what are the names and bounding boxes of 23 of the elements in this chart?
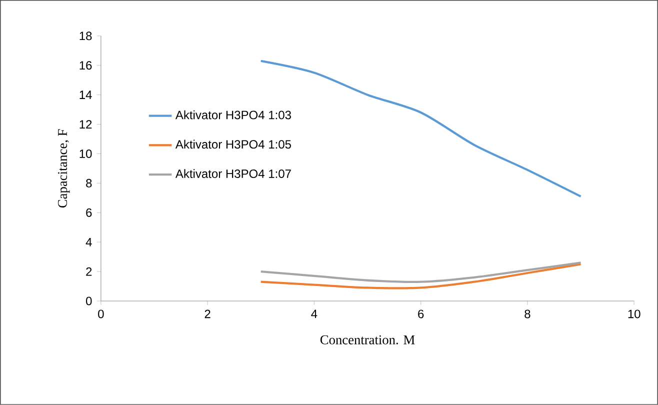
x-tick-label: 0	[98, 310, 104, 318]
line-series	[260, 263, 582, 290]
y-tick-label: 0	[86, 296, 92, 306]
y-tick-label: 6	[86, 208, 92, 217]
x-tick-label: 4	[311, 310, 318, 318]
y-tick-label: 4	[86, 238, 92, 246]
x-axis-title: Concentration. M	[320, 335, 415, 344]
legend-label: Aktivator H3PO4 1:03	[175, 110, 291, 120]
y-tick-label: 8	[86, 178, 92, 188]
x-tick-label: 2	[204, 310, 210, 318]
y-tick-label: 14	[80, 90, 92, 99]
y-axis-title: Capacitance, F	[58, 129, 70, 208]
y-tick-label: 12	[80, 120, 92, 128]
x-tick-label: 8	[524, 310, 530, 318]
legend-label: Aktivator H3PO4 1:07	[175, 169, 291, 178]
y-tick-label: 2	[86, 267, 92, 276]
y-tick-label: 10	[80, 150, 92, 158]
x-tick-label: 10	[628, 310, 640, 318]
legend-label: Aktivator H3PO4 1:05	[175, 140, 291, 149]
x-tick-label: 6	[418, 310, 424, 318]
y-tick-label: 16	[80, 61, 92, 70]
line-series	[260, 262, 582, 284]
y-tick-label: 18	[80, 32, 92, 40]
